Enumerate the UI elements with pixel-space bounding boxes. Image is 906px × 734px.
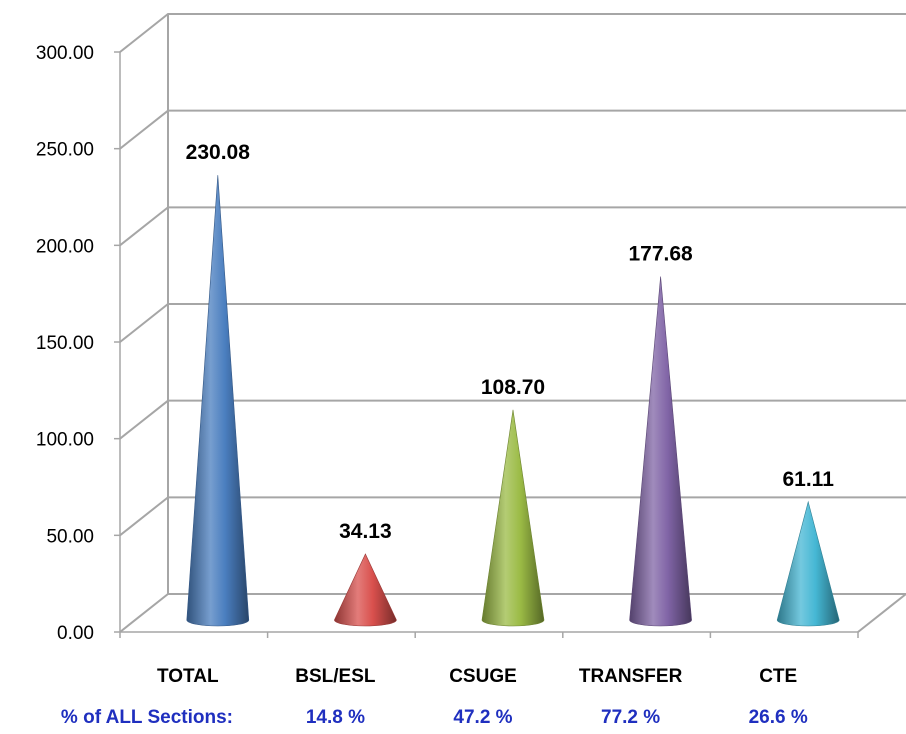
- x-tick-label: TRANSFER: [579, 666, 683, 687]
- x-tick-label: CTE: [759, 666, 797, 687]
- gridline: [119, 109, 906, 150]
- cone-csuge: [481, 409, 545, 627]
- footer-percent: 26.6 %: [749, 707, 808, 728]
- y-tick-label: 200.00: [36, 236, 94, 257]
- footer-percent: 77.2 %: [601, 707, 660, 728]
- cone-transfer: [629, 276, 692, 627]
- cone-total: [186, 175, 250, 627]
- gridline: [119, 13, 906, 53]
- floor-right-edge: [857, 593, 906, 633]
- x-tick-label: CSUGE: [449, 666, 517, 687]
- x-tick-label: TOTAL: [157, 666, 219, 687]
- data-label: 34.13: [339, 520, 392, 543]
- footer-percent: 47.2 %: [453, 707, 512, 728]
- cone-series: [186, 175, 840, 627]
- gridline: [119, 206, 906, 247]
- cone-bsl-esl: [334, 553, 397, 627]
- gridlines: [119, 13, 906, 633]
- footer-percent: 14.8 %: [306, 707, 365, 728]
- y-tick-label: 100.00: [36, 430, 94, 451]
- data-label: 177.68: [628, 242, 693, 265]
- y-tick-label: 0.00: [57, 623, 94, 644]
- x-tick-label: BSL/ESL: [295, 666, 376, 687]
- y-tick-label: 300.00: [36, 43, 94, 64]
- data-label: 230.08: [186, 141, 251, 164]
- labels: 230.08 TOTAL 34.13 BSL/ESL 108.70 CSUGE 177.68…: [61, 141, 834, 728]
- y-tick-label: 50.00: [46, 526, 94, 547]
- cone-cte: [776, 500, 840, 627]
- data-label: 61.11: [782, 468, 834, 491]
- data-label: 108.70: [481, 376, 545, 399]
- axes: 0.00 50.00 100.00 150.00 200.00 250.00 300.00: [36, 43, 859, 644]
- y-tick-label: 250.00: [36, 140, 94, 161]
- y-tick-label: 150.00: [36, 333, 94, 354]
- footer-label: % of ALL Sections:: [61, 707, 233, 728]
- gridline: [119, 303, 906, 343]
